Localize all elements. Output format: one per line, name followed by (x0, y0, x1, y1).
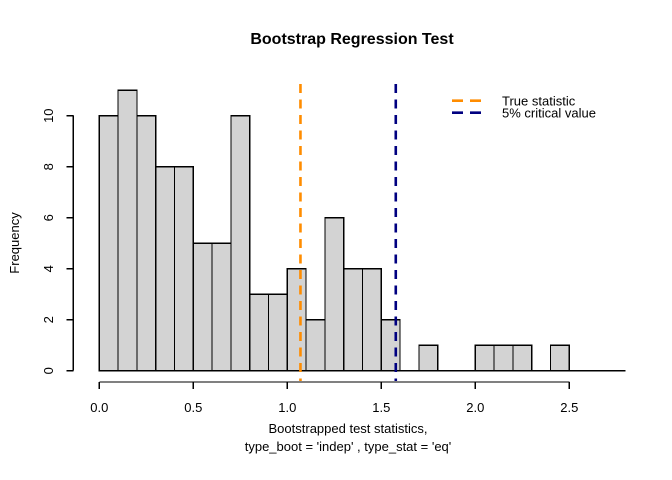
histogram-bar (192, 242, 213, 372)
y-tick-label: 10 (41, 108, 56, 122)
chart-geometry: 0 2 4 6 8 10 0.0 0.5 1.0 1.5 2.0 2.5 (41, 84, 626, 415)
histogram-bar (267, 293, 288, 372)
x-axis-label-line2: type_boot = 'indep' , type_stat = 'eq' (245, 439, 452, 454)
histogram-bar (305, 319, 326, 372)
histogram-bar (211, 242, 232, 372)
histogram-bar (324, 217, 345, 372)
y-tick-label: 0 (41, 367, 56, 374)
histogram-bar (493, 344, 514, 372)
histogram-bar (361, 268, 382, 372)
chart-title: Bootstrap Regression Test (250, 31, 454, 48)
histogram-bar (117, 89, 138, 372)
y-tick-label: 8 (41, 163, 56, 170)
x-axis-label-line1: Bootstrapped test statistics, (269, 421, 428, 436)
x-tick-label: 0.5 (184, 400, 202, 415)
y-tick-label: 2 (41, 316, 56, 323)
histogram-bar (474, 344, 495, 372)
x-tick-label: 2.0 (466, 400, 484, 415)
histogram-bar (173, 166, 194, 372)
histogram-bar (136, 115, 157, 372)
histogram-bar (512, 344, 533, 372)
histogram-bar (155, 166, 176, 372)
histogram-bar (286, 268, 307, 372)
x-tick-label: 1.0 (278, 400, 296, 415)
histogram-bar (249, 293, 270, 372)
histogram-bar (230, 115, 251, 372)
histogram-bar (380, 319, 401, 372)
x-tick-label: 1.5 (372, 400, 390, 415)
legend-label-critical-value: 5% critical value (502, 106, 596, 121)
histogram-bar (343, 268, 364, 372)
histogram-bar (98, 115, 119, 372)
y-tick-label: 6 (41, 214, 56, 221)
y-axis-label: Frequency (7, 212, 22, 274)
legend-label-true-statistic: True statistic (502, 94, 576, 109)
y-tick-label: 4 (41, 265, 56, 272)
x-tick-label: 0.0 (90, 400, 108, 415)
histogram-bar (418, 344, 439, 372)
histogram-bar (549, 344, 570, 372)
x-tick-label: 2.5 (560, 400, 578, 415)
